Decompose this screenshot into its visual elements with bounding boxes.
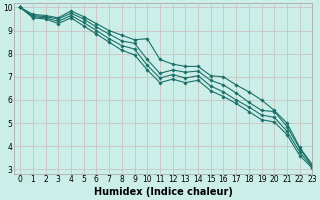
X-axis label: Humidex (Indice chaleur): Humidex (Indice chaleur): [94, 187, 233, 197]
